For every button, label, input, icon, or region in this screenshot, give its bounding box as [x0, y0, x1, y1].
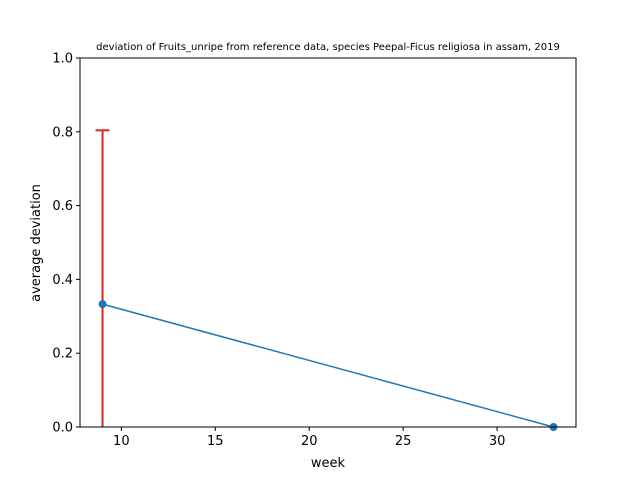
chart-title: deviation of Fruits_unripe from referenc… [96, 42, 560, 53]
y-axis: 0.0 0.2 0.4 0.6 0.8 1.0 [52, 52, 80, 436]
y-tick-label: 0.8 [52, 125, 73, 140]
y-axis-label: average deviation [29, 184, 44, 302]
y-tick-label: 0.4 [52, 273, 73, 288]
x-axis-label: week [311, 456, 346, 471]
x-tick-label: 10 [113, 434, 130, 449]
x-tick-label: 25 [395, 434, 412, 449]
plot-frame [79, 57, 577, 428]
x-tick-label: 30 [489, 434, 506, 449]
data-point [98, 300, 107, 309]
series-line [102, 303, 554, 428]
y-tick-label: 0.6 [52, 199, 73, 214]
x-tick-label: 15 [207, 434, 224, 449]
x-tick-label: 20 [301, 434, 318, 449]
y-tick-label: 0.2 [52, 347, 73, 362]
y-tick-label: 1.0 [52, 52, 73, 67]
plot-area [95, 129, 558, 431]
x-axis: 10 15 20 25 30 [113, 427, 505, 449]
y-tick-label: 0.0 [52, 421, 73, 436]
